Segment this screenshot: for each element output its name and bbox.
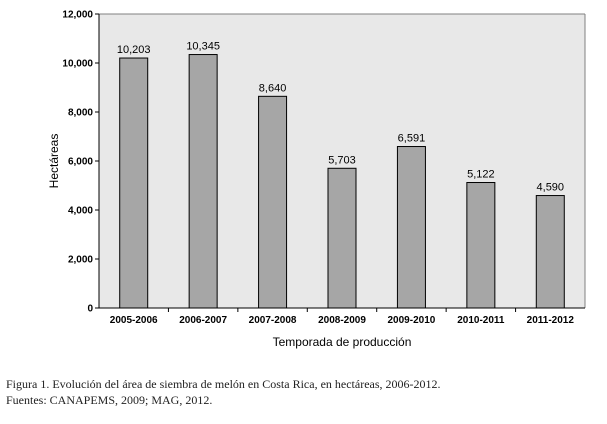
bar-chart: 0 2,000 4,000 6,000 8,000 10,000 12,000 10,203…: [47, 10, 586, 349]
bar-2007-2008: [258, 95, 288, 309]
bar-value-label: 10,203: [117, 44, 151, 56]
bar-value-label: 4,590: [537, 182, 565, 194]
y-tick-label: 2,000: [68, 255, 93, 266]
x-tick-label: 2007-2008: [249, 315, 297, 326]
axes: 0 2,000 4,000 6,000 8,000 10,000 12,000: [62, 10, 585, 315]
bar-2010-2011: [466, 182, 496, 309]
caption-figure-text: Figura 1. Evolución del área de siembra …: [6, 377, 441, 391]
y-tick-label: 6,000: [68, 157, 93, 168]
chart-labels: 10,203 2005-2006 10,345 2006-2007 8,640 2007-…: [110, 41, 575, 326]
plot-frame: [99, 13, 586, 308]
bar-value-label: 8,640: [259, 82, 287, 94]
y-tick-label: 8,000: [68, 108, 93, 119]
x-tick-label: 2006-2007: [179, 315, 227, 326]
caption-sources-text: Fuentes: CANAPEMS, 2009; MAG, 2012.: [6, 393, 213, 407]
bar-2009-2010: [396, 146, 426, 309]
x-axis-label: Temporada de producción: [273, 335, 412, 349]
x-tick-label: 2009-2010: [388, 315, 436, 326]
bar-2008-2009: [327, 167, 357, 309]
y-tick-label: 12,000: [62, 10, 93, 21]
x-tick-label: 2011-2012: [527, 315, 575, 326]
bar-value-label: 6,591: [398, 133, 426, 145]
x-tick-label: 2005-2006: [110, 315, 158, 326]
bar-value-label: 5,703: [328, 154, 356, 166]
bar-value-label: 5,122: [467, 169, 495, 181]
x-tick-label: 2008-2009: [318, 315, 366, 326]
y-tick-label: 4,000: [68, 206, 93, 217]
x-tick-label: 2010-2011: [457, 315, 505, 326]
bar-2005-2006: [119, 57, 149, 309]
y-tick-label: 0: [87, 304, 93, 315]
bar-2006-2007: [188, 54, 218, 309]
figure-caption: Figura 1. Evolución del área de siembra …: [6, 376, 601, 408]
y-tick-label: 10,000: [62, 59, 93, 70]
bars: [119, 54, 565, 309]
chart-canvas: 0 2,000 4,000 6,000 8,000 10,000 12,000 10,203…: [47, 10, 586, 349]
y-axis-label: Hectáreas: [47, 134, 61, 189]
bar-value-label: 10,345: [186, 41, 220, 53]
bar-2011-2012: [535, 195, 565, 309]
